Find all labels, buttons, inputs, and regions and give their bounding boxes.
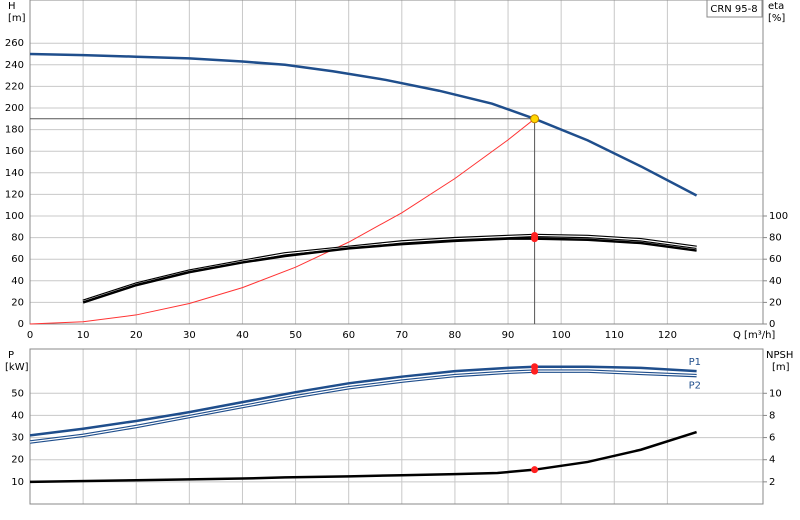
x-tick-label: 30 <box>183 330 196 341</box>
y2-tick-label: 6 <box>769 433 775 444</box>
x-tick-label: 10 <box>77 330 90 341</box>
curve-inner <box>29 370 697 443</box>
curve <box>29 430 697 484</box>
y-tick-label: 100 <box>5 211 24 222</box>
duty-point <box>530 114 540 124</box>
y-tick-label: 160 <box>5 146 24 157</box>
operating-marker <box>531 466 539 474</box>
p-axis-label: P <box>8 350 14 361</box>
plot-frame <box>29 0 764 325</box>
y2-tick-label: 0 <box>769 319 775 330</box>
q-axis-label: Q [m³/h] <box>733 330 775 341</box>
eta-axis-unit: [%] <box>768 13 785 24</box>
y-tick-label: 50 <box>11 388 24 399</box>
npsh-axis-label: NPSH <box>766 350 793 361</box>
y2-tick-label: 2 <box>769 477 775 488</box>
h-axis-label: H <box>8 1 16 12</box>
plot-frame <box>29 348 764 505</box>
y2-tick-label: 40 <box>769 276 782 287</box>
y-tick-label: 40 <box>11 276 24 287</box>
y-tick-label: 10 <box>11 477 24 488</box>
y-tick-label: 30 <box>11 433 24 444</box>
y2-tick-label: 60 <box>769 254 782 265</box>
x-tick-label: 20 <box>130 330 143 341</box>
eta-axis-label: eta <box>768 1 784 12</box>
series-label: P2 <box>689 381 701 392</box>
curve <box>82 237 697 304</box>
y-tick-label: 120 <box>5 189 24 200</box>
pump-label-box <box>706 0 763 18</box>
y2-tick-label: 10 <box>769 388 782 399</box>
pump-label: CRN 95-8 <box>710 4 757 15</box>
y-tick-label: 20 <box>11 455 24 466</box>
y-tick-label: 20 <box>11 297 24 308</box>
series-label: P1 <box>689 357 701 368</box>
p-axis-unit: [kW] <box>5 362 29 373</box>
y-tick-label: 200 <box>5 103 24 114</box>
x-tick-label: 0 <box>27 330 33 341</box>
y-tick-label: 240 <box>5 60 24 71</box>
y-tick-label: 220 <box>5 81 24 92</box>
y2-tick-label: 4 <box>769 455 775 466</box>
x-tick-label: 40 <box>236 330 249 341</box>
y2-tick-label: 100 <box>769 211 788 222</box>
x-tick-label: 50 <box>289 330 302 341</box>
y-tick-label: 0 <box>18 319 24 330</box>
y2-tick-label: 20 <box>769 297 782 308</box>
curve <box>29 118 535 325</box>
curve <box>29 52 698 197</box>
x-tick-label: 120 <box>658 330 677 341</box>
x-tick-label: 60 <box>342 330 355 341</box>
npsh-axis-unit: [m] <box>772 362 790 373</box>
h-axis-unit: [m] <box>8 13 26 24</box>
y-tick-label: 140 <box>5 168 24 179</box>
x-tick-label: 70 <box>395 330 408 341</box>
y-tick-label: 40 <box>11 410 24 421</box>
x-tick-label: 90 <box>502 330 515 341</box>
operating-marker <box>531 367 539 375</box>
y-tick-label: 260 <box>5 38 24 49</box>
y2-tick-label: 80 <box>769 233 782 244</box>
x-tick-label: 80 <box>449 330 462 341</box>
operating-marker <box>531 235 539 243</box>
x-tick-label: 110 <box>605 330 624 341</box>
y-tick-label: 60 <box>11 254 24 265</box>
curve <box>29 365 697 437</box>
y2-tick-label: 8 <box>769 410 775 421</box>
x-tick-label: 100 <box>552 330 571 341</box>
y-tick-label: 180 <box>5 125 24 136</box>
y-tick-label: 80 <box>11 233 24 244</box>
